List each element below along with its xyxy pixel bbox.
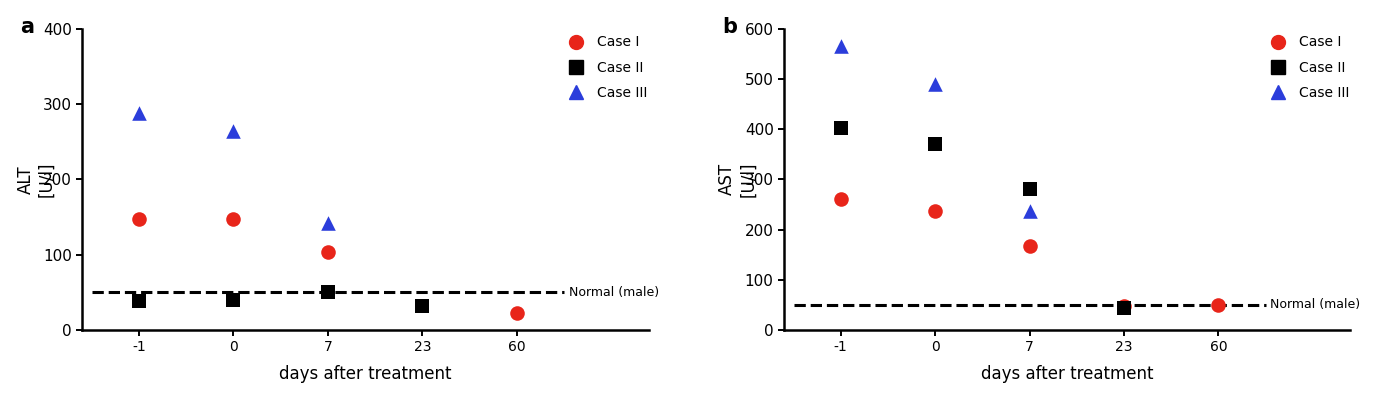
Point: [128, 298, 150, 304]
Point: [924, 208, 947, 214]
Point: [924, 141, 947, 148]
Point: [222, 128, 244, 134]
Point: [316, 249, 339, 256]
Point: [128, 110, 150, 116]
Point: [128, 215, 150, 222]
Point: [1019, 208, 1041, 214]
Y-axis label: AST
[U/l]: AST [U/l]: [719, 162, 756, 197]
Point: [1019, 186, 1041, 193]
Point: [924, 81, 947, 87]
Point: [411, 302, 433, 309]
X-axis label: days after treatment: days after treatment: [279, 365, 452, 383]
Legend: Case I, Case II, Case III: Case I, Case II, Case III: [557, 30, 654, 105]
Point: [830, 124, 852, 131]
Point: [222, 216, 244, 222]
Text: a: a: [19, 17, 35, 37]
Point: [1019, 242, 1041, 249]
Y-axis label: ALT
[U/l]: ALT [U/l]: [17, 162, 56, 197]
Point: [316, 220, 339, 226]
Text: Normal (male): Normal (male): [1270, 298, 1360, 311]
Point: [830, 196, 852, 203]
Point: [1208, 302, 1230, 308]
Text: b: b: [722, 17, 737, 37]
Point: [222, 296, 244, 303]
X-axis label: days after treatment: days after treatment: [981, 365, 1153, 383]
Point: [316, 289, 339, 296]
Legend: Case I, Case II, Case III: Case I, Case II, Case III: [1259, 30, 1355, 105]
Point: [1113, 304, 1135, 311]
Point: [830, 42, 852, 49]
Point: [505, 310, 527, 316]
Point: [1113, 303, 1135, 310]
Text: Normal (male): Normal (male): [569, 286, 659, 299]
